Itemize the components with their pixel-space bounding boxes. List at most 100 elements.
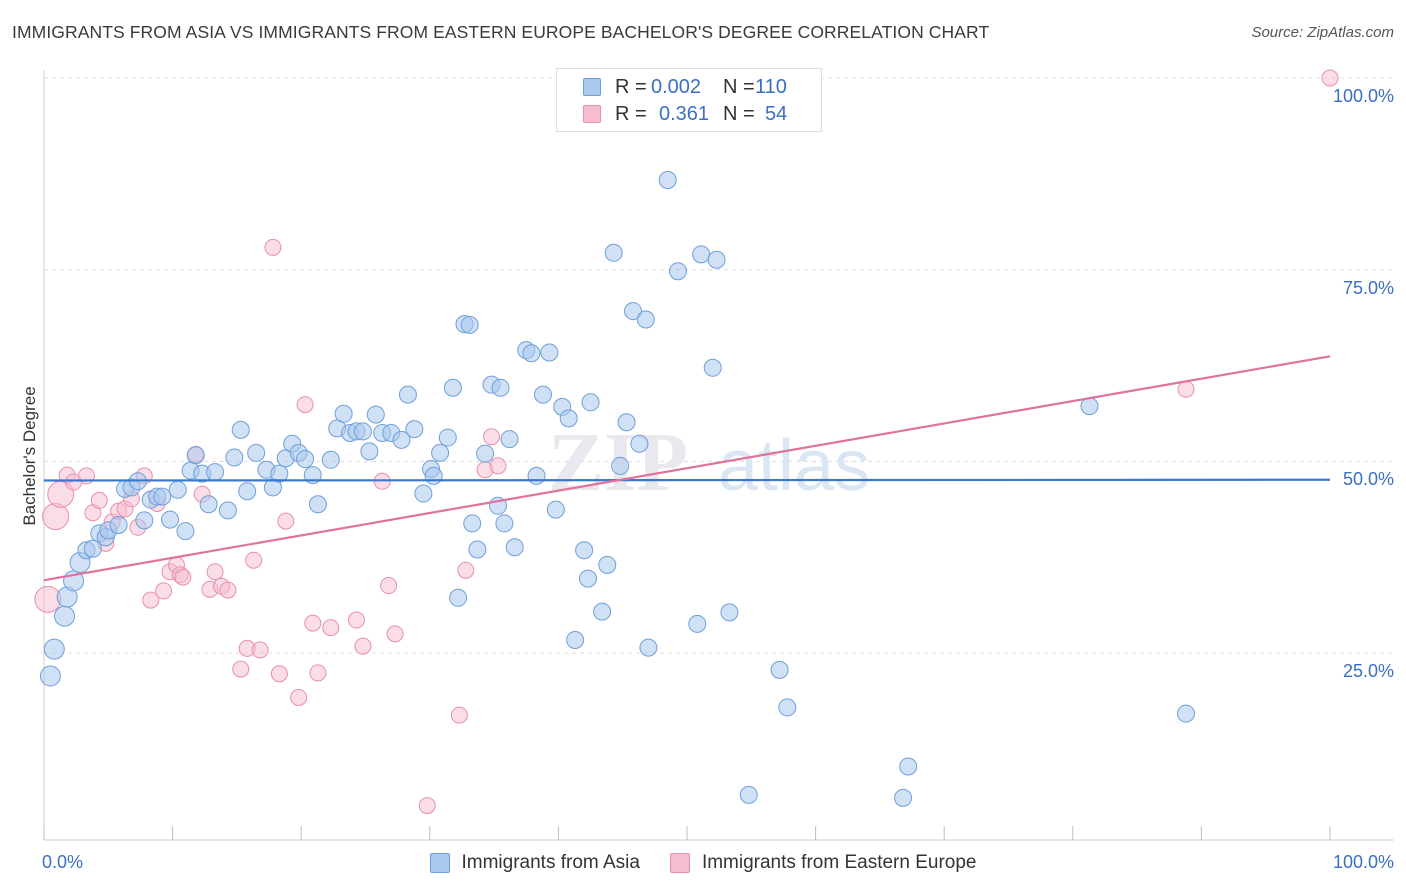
point-eastern-europe <box>245 551 263 569</box>
point-asia <box>692 245 711 264</box>
point-eastern-europe <box>251 641 269 659</box>
legend-swatch-eastern-europe <box>669 853 690 873</box>
legend-r-label: R = <box>615 75 647 98</box>
legend-n-label: N = <box>723 102 755 125</box>
point-asia <box>54 605 76 627</box>
point-eastern-europe <box>1321 69 1339 87</box>
point-eastern-europe <box>304 614 322 632</box>
point-asia <box>176 522 195 541</box>
point-eastern-europe <box>90 491 108 509</box>
point-asia <box>247 443 266 462</box>
legend-swatch-asia <box>429 853 450 873</box>
point-asia <box>720 603 739 622</box>
point-asia <box>449 588 468 607</box>
point-asia <box>770 660 789 679</box>
x-tick-label-max: 100.0% <box>1332 852 1394 872</box>
point-asia <box>778 698 797 717</box>
legend-item-asia[interactable]: Immigrants from Asia <box>429 852 640 874</box>
point-asia <box>500 430 519 449</box>
point-asia <box>443 378 462 397</box>
point-asia <box>161 510 180 529</box>
point-asia <box>639 638 658 657</box>
point-asia <box>398 385 417 404</box>
series-legend: Immigrants from Asia Immigrants from Eas… <box>0 852 1406 874</box>
chart-title: IMMIGRANTS FROM ASIA VS IMMIGRANTS FROM … <box>12 22 990 42</box>
point-asia <box>438 428 457 447</box>
point-asia <box>353 422 372 441</box>
point-asia <box>668 262 687 281</box>
point-asia <box>636 310 655 329</box>
y-tick-label: 25.0% <box>1342 661 1394 681</box>
legend-r-value-eastern-europe: 0.361 <box>659 102 710 125</box>
point-asia <box>527 466 546 485</box>
point-asia <box>296 450 315 469</box>
point-asia <box>460 315 479 334</box>
point-asia <box>392 430 411 449</box>
point-asia <box>463 514 482 533</box>
point-asia <box>739 785 758 804</box>
point-eastern-europe <box>322 619 340 637</box>
point-eastern-europe <box>386 625 404 643</box>
point-asia <box>566 630 585 649</box>
point-asia <box>581 393 600 412</box>
point-asia <box>899 757 918 776</box>
point-eastern-europe <box>155 582 173 600</box>
point-asia <box>231 420 250 439</box>
point-asia <box>308 495 327 514</box>
point-eastern-europe <box>483 428 501 446</box>
legend-item-eastern-europe[interactable]: Immigrants from Eastern Europe <box>669 852 977 874</box>
source-label: Source: ZipAtlas.com <box>1251 24 1394 41</box>
legend-r-value-asia: 0.002 <box>651 75 702 98</box>
point-asia <box>630 434 649 453</box>
point-eastern-europe <box>174 568 192 586</box>
axes <box>43 70 1394 841</box>
trendline-eastern-europe <box>43 355 1331 582</box>
point-asia <box>238 482 257 501</box>
point-eastern-europe <box>418 797 436 815</box>
watermark-atlas: atlas <box>718 426 870 506</box>
point-asia <box>321 450 340 469</box>
y-tick-label: 50.0% <box>1342 469 1394 490</box>
point-asia <box>658 170 677 189</box>
legend-swatch-asia <box>583 78 601 96</box>
point-asia <box>431 443 450 462</box>
point-asia <box>578 569 597 588</box>
point-asia <box>522 344 541 363</box>
point-asia <box>468 540 487 559</box>
point-asia <box>491 378 510 397</box>
y-axis-label: Bachelor's Degree <box>20 386 39 526</box>
point-eastern-europe <box>142 591 160 609</box>
point-asia <box>424 466 443 485</box>
point-asia <box>109 515 128 534</box>
point-asia <box>199 495 218 514</box>
point-asia <box>186 446 205 465</box>
point-eastern-europe <box>354 637 372 655</box>
point-asia <box>218 501 237 520</box>
legend-r-label: R = <box>615 102 647 125</box>
point-eastern-europe <box>1177 380 1195 398</box>
legend-swatch-eastern-europe <box>583 105 601 123</box>
y-tick-label: 100.0% <box>1332 86 1394 106</box>
point-asia <box>270 464 289 483</box>
point-eastern-europe <box>206 563 224 581</box>
point-asia <box>540 343 559 362</box>
point-eastern-europe <box>347 611 365 629</box>
legend-label-eastern-europe: Immigrants from Eastern Europe <box>701 852 977 873</box>
series-eastern-europe-points <box>34 69 1339 815</box>
point-asia <box>593 602 612 621</box>
point-asia <box>604 243 623 262</box>
point-asia <box>414 484 433 503</box>
point-asia <box>39 665 61 687</box>
point-eastern-europe <box>309 664 327 682</box>
legend-row-asia: R = 0.002 N = 110 <box>583 74 787 100</box>
point-asia <box>894 788 913 807</box>
legend-n-label: N = <box>723 75 755 98</box>
point-asia <box>623 302 642 321</box>
point-eastern-europe <box>264 238 282 256</box>
point-asia <box>707 250 726 269</box>
point-asia <box>334 404 353 423</box>
point-asia <box>575 541 594 560</box>
point-eastern-europe <box>232 660 250 678</box>
watermark: ZIP atlas <box>548 416 870 509</box>
